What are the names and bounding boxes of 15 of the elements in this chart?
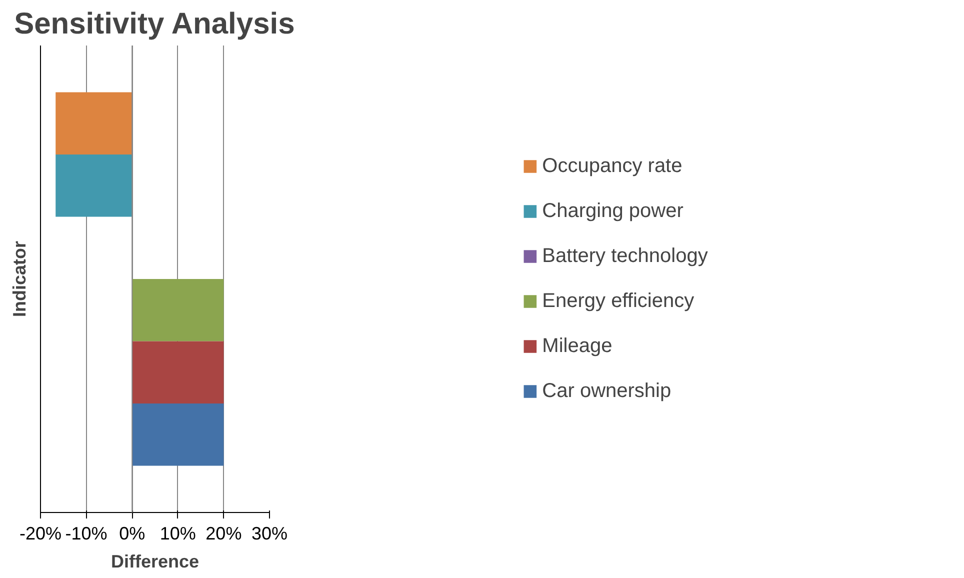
x-tick-label: 10% xyxy=(160,524,196,544)
x-tick-label: -20% xyxy=(19,524,62,544)
chart-title: Sensitivity Analysis xyxy=(14,8,295,40)
x-tick-label: 0% xyxy=(119,524,146,544)
x-tick-label: 30% xyxy=(251,524,288,544)
y-axis-title: Indicator xyxy=(10,240,30,318)
x-tick-label: 20% xyxy=(206,524,242,544)
legend-label: Energy efficiency xyxy=(542,290,694,312)
legend-label: Car ownership xyxy=(542,380,672,402)
x-axis-title: Difference xyxy=(110,552,200,572)
legend-label: Occupancy rate xyxy=(542,154,682,178)
legend-label: Battery technology xyxy=(542,244,708,268)
x-tick-label: -10% xyxy=(65,524,108,544)
legend-label: Mileage xyxy=(542,334,612,358)
legend-label: Charging power xyxy=(542,200,684,222)
